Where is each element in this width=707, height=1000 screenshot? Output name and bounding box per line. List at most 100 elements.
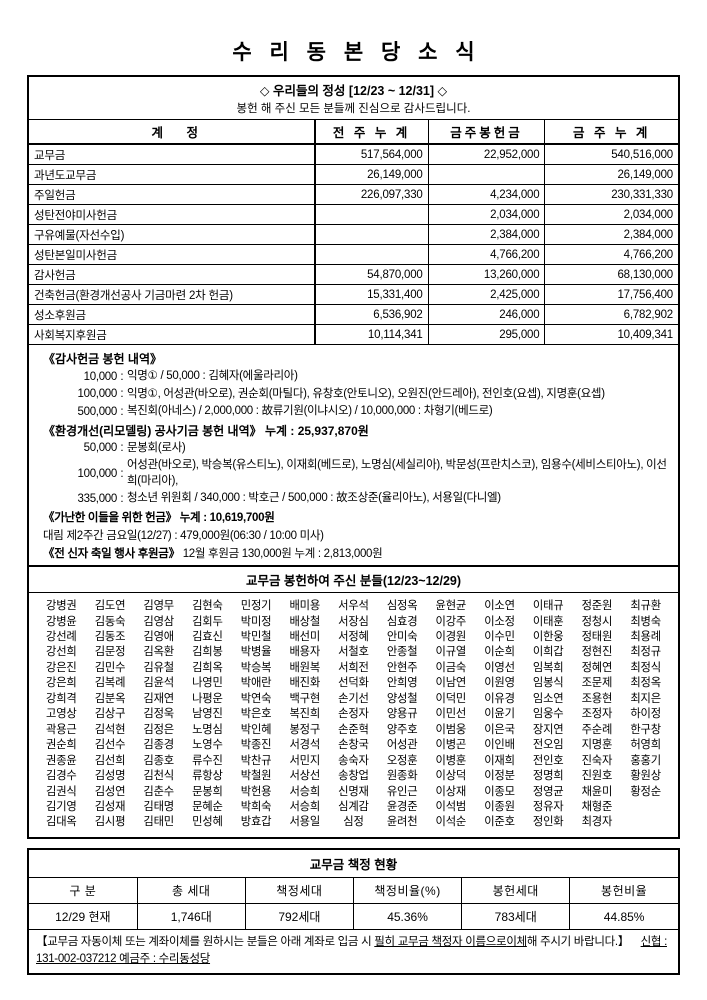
name-cell: 곽용근 xyxy=(46,723,77,736)
name-cell: 김천식 xyxy=(143,770,175,783)
name-cell: 서희전 xyxy=(338,661,369,674)
offering-cell-week: 13,260,000 xyxy=(427,264,545,285)
name-cell: 한구창 xyxy=(630,723,661,736)
bank-notice: 【교무금 자동이체 또는 계좌이체를 원하시는 분들은 아래 계좌로 입금 시 … xyxy=(29,930,678,972)
name-cell: 어성관 xyxy=(386,739,418,752)
name-cell: 서우석 xyxy=(338,600,369,613)
offering-cell-total: 2,034,000 xyxy=(544,204,678,225)
names-row: 곽용근 김석현 김정은 노명심 박인혜 봉정구 손준혁 양주호 이범웅 이은국 장지연 주순례 한구창 xyxy=(37,722,670,737)
offering-cell-week: 2,384,000 xyxy=(427,224,545,245)
offering-cell-account: 구유예물(자선수입) xyxy=(29,224,315,245)
name-cell: 김영무 xyxy=(143,600,175,613)
name-cell: 오정훈 xyxy=(386,754,418,767)
name-cell: 박헌용 xyxy=(240,785,272,798)
name-cell: 김춘수 xyxy=(143,785,175,798)
name-cell: 김성명 xyxy=(94,770,126,783)
name-cell: 김현숙 xyxy=(192,600,223,613)
offering-cell-account: 성탄전야미사헌금 xyxy=(29,204,315,225)
name-cell: 정태원 xyxy=(581,631,613,644)
name-cell: 정명희 xyxy=(532,770,564,783)
name-cell: 강선희 xyxy=(46,646,77,659)
name-cell: 이종원 xyxy=(484,801,515,813)
name-cell: 최정규 xyxy=(630,646,661,659)
name-cell: 윤현균 xyxy=(435,600,467,613)
name-cell: 조문제 xyxy=(581,677,613,690)
name-cell: 김종호 xyxy=(143,754,175,767)
name-cell: 최경자 xyxy=(581,816,613,829)
name-cell: 심정옥 xyxy=(386,600,418,613)
name-cell: 박희숙 xyxy=(240,801,272,813)
offering-cell-week: 22,952,000 xyxy=(427,144,545,165)
name-cell: 김정욱 xyxy=(143,708,175,721)
offering-cell-week: 246,000 xyxy=(427,304,545,325)
offering-cell-week: 2,034,000 xyxy=(427,204,545,225)
thanks-detail-colon: : xyxy=(120,388,124,401)
remodel-detail-row: 50,000: 문봉회(로사) xyxy=(29,440,678,458)
name-cell: 강은희 xyxy=(46,677,77,690)
name-cell: 김문정 xyxy=(94,646,126,659)
notice-part3: 해 주시기 바랍니다.】 xyxy=(526,936,630,949)
offering-cell-total: 2,384,000 xyxy=(544,224,678,245)
offering-row: 성탄전야미사헌금 2,034,000 2,034,000 xyxy=(29,204,678,225)
name-cell: 김동조 xyxy=(94,631,126,644)
name-cell: 김태민 xyxy=(143,816,175,829)
name-cell: 심계감 xyxy=(338,801,369,813)
remodel-detail-donors: 문봉회(로사) xyxy=(127,441,186,454)
offering-table-section: ◇ 우리들의 정성 [12/23 ~ 12/31] ◇ 봉헌 해 주신 모든 분… xyxy=(27,75,680,345)
name-cell: 김태명 xyxy=(143,801,175,813)
name-cell: 박애란 xyxy=(240,677,272,690)
bank-account-label: 신협 : 131-002-037212 예금주 : 수리동성당 xyxy=(36,936,667,966)
status-value-cell: 45.36% xyxy=(352,903,462,931)
offering-header-week: 금주봉헌금 xyxy=(427,120,545,145)
name-cell: 김영애 xyxy=(143,631,175,644)
name-cell: 서상선 xyxy=(289,770,321,783)
offering-header-account: 계 정 xyxy=(29,120,315,145)
offering-header-row: 계 정 전 주 누 계 금주봉헌금 금 주 누 계 xyxy=(29,120,678,145)
names-row: 강선희 김문정 김옥환 김희봉 박병율 배용자 서철호 안종철 이규열 이순희 이희갑 정현진 최정규 xyxy=(37,645,670,660)
names-row: 권종윤 김선희 김종호 류수진 박찬규 서민지 송숙자 오정훈 이병훈 이재희 전인호 진숙자 홍홍기 xyxy=(37,753,670,768)
offering-subtitle: 봉헌 해 주신 모든 분들께 진심으로 감사드립니다. xyxy=(29,100,678,120)
status-header-cell: 봉헌비율 xyxy=(569,878,678,905)
name-cell: 민성혜 xyxy=(192,816,223,829)
name-cell: 이소정 xyxy=(484,615,515,628)
name-cell: 최규환 xyxy=(630,600,661,613)
name-cell: 김석현 xyxy=(94,723,126,736)
name-cell: 김민수 xyxy=(94,661,126,674)
offering-row: 건축헌금(환경개선공사 기금마련 2차 헌금) 15,331,400 2,425,0… xyxy=(29,284,678,305)
thanks-detail-donors: 익명① / 50,000 : 김혜자(에울라리아) xyxy=(127,370,298,382)
name-cell: 김정은 xyxy=(143,723,175,736)
offering-cell-week: 295,000 xyxy=(427,324,545,345)
name-cell: 김시평 xyxy=(94,816,126,829)
name-cell: 박승복 xyxy=(240,661,272,674)
offering-cell-prev: 226,097,330 xyxy=(313,184,429,205)
name-cell: 지명훈 xyxy=(581,739,613,752)
name-cell: 조용현 xyxy=(581,692,613,705)
name-cell: 서경석 xyxy=(289,739,321,752)
name-cell: 최용례 xyxy=(630,631,661,644)
notice-underline2: 이체 xyxy=(506,936,527,949)
name-cell: 김효신 xyxy=(192,631,223,644)
name-cell: 안희영 xyxy=(386,677,418,690)
name-cell: 고영상 xyxy=(46,708,77,721)
name-cell: 봉정구 xyxy=(289,723,321,736)
name-cell: 이강주 xyxy=(435,615,467,628)
name-cell: 이상덕 xyxy=(435,770,467,783)
remodel-detail-amount: 335,000 xyxy=(77,492,118,505)
offering-cell-prev: 10,114,341 xyxy=(313,324,429,345)
name-cell: 원종화 xyxy=(386,770,418,783)
name-cell: 이덕민 xyxy=(435,692,467,705)
status-title: 교무금 책정 현황 xyxy=(29,850,678,879)
feast-fund-heading: 《전 신자 축일 행사 후원금》 xyxy=(43,547,180,560)
name-cell: 배용자 xyxy=(289,646,321,659)
name-cell: 이재희 xyxy=(484,754,515,767)
name-cell: 이태규 xyxy=(532,600,564,613)
name-cell: 김동숙 xyxy=(94,615,126,628)
name-cell: 신명재 xyxy=(338,785,369,798)
offering-cell-prev xyxy=(313,224,429,245)
name-cell: 이경원 xyxy=(435,631,467,644)
name-cell: 이인배 xyxy=(484,739,515,752)
name-cell: 윤경준 xyxy=(386,801,418,813)
names-row: 권순희 김선수 김종경 노영수 박종진 서경석 손창국 어성관 이병곤 이인배 전오임 지명훈 허영희 xyxy=(37,738,670,753)
name-cell: 하이정 xyxy=(630,708,661,721)
